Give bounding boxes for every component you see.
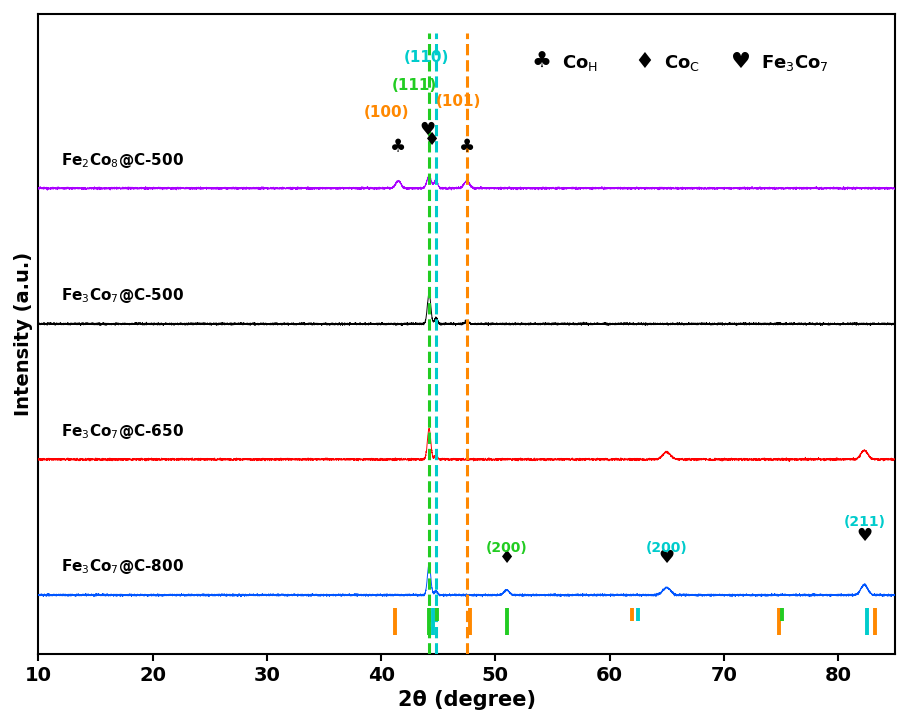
Y-axis label: Intensity (a.u.): Intensity (a.u.) xyxy=(14,252,33,416)
Text: ♣: ♣ xyxy=(390,138,406,156)
Text: (100): (100) xyxy=(365,105,410,119)
Text: ♣: ♣ xyxy=(531,52,551,72)
Text: ♦: ♦ xyxy=(499,549,514,567)
Text: (200): (200) xyxy=(486,541,527,555)
Text: (101): (101) xyxy=(436,94,482,109)
Text: ♦: ♦ xyxy=(424,132,440,149)
Text: ♥: ♥ xyxy=(856,527,873,545)
Text: (200): (200) xyxy=(645,541,687,555)
Text: (111): (111) xyxy=(392,77,437,93)
Text: Fe$_3$Co$_7$: Fe$_3$Co$_7$ xyxy=(762,53,829,73)
Text: ♥: ♥ xyxy=(731,52,751,72)
Text: Co$_\mathrm{C}$: Co$_\mathrm{C}$ xyxy=(664,53,700,73)
Text: Fe$_3$Co$_7$@C-800: Fe$_3$Co$_7$@C-800 xyxy=(61,557,185,576)
Text: ♣: ♣ xyxy=(459,138,474,156)
Text: Fe$_2$Co$_8$@C-500: Fe$_2$Co$_8$@C-500 xyxy=(61,151,185,170)
Text: ♥: ♥ xyxy=(659,549,674,567)
Text: Fe$_3$Co$_7$@C-650: Fe$_3$Co$_7$@C-650 xyxy=(61,422,185,441)
Text: ♦: ♦ xyxy=(634,52,654,72)
X-axis label: 2θ (degree): 2θ (degree) xyxy=(398,690,535,710)
Text: (110): (110) xyxy=(405,51,449,65)
Text: Fe$_3$Co$_7$@C-500: Fe$_3$Co$_7$@C-500 xyxy=(61,287,185,306)
Text: ♥: ♥ xyxy=(419,121,435,138)
Text: Co$_\mathrm{H}$: Co$_\mathrm{H}$ xyxy=(562,53,597,73)
Text: (211): (211) xyxy=(844,515,885,529)
